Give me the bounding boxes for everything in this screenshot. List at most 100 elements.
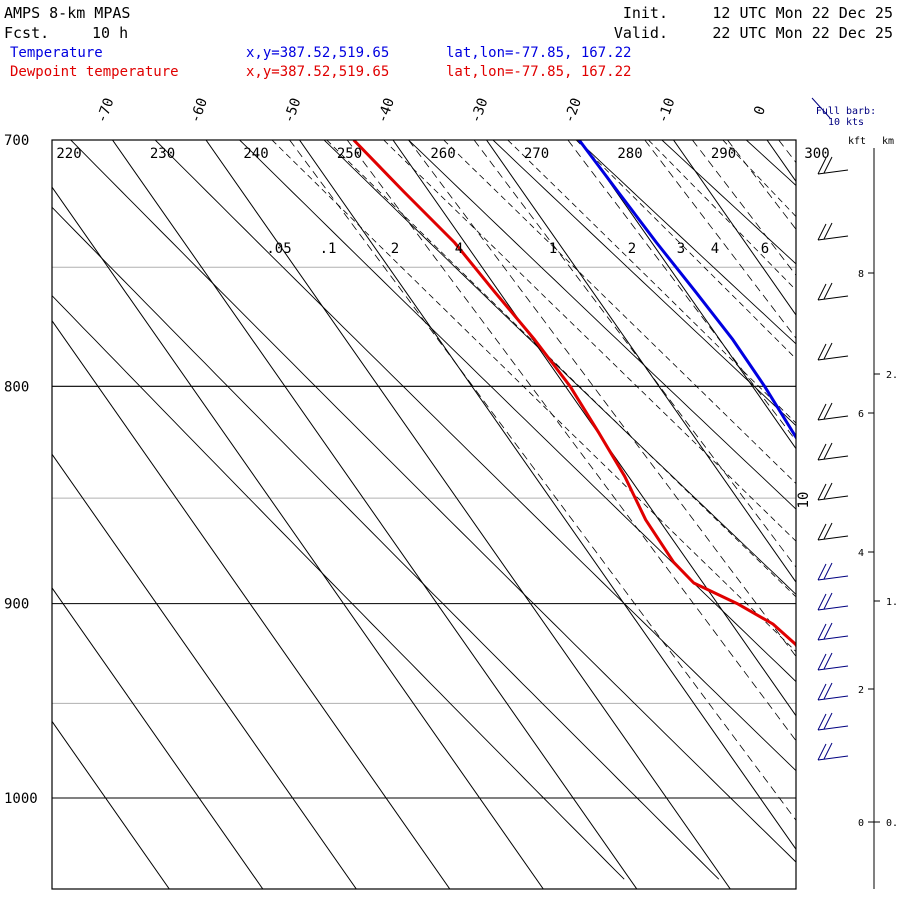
wind-barb-flag bbox=[817, 283, 827, 301]
dry-adiabat-label: 290 bbox=[711, 146, 736, 162]
wind-barb-flag bbox=[817, 343, 827, 361]
mixing-ratio-label: 4 bbox=[711, 241, 719, 257]
wind-barb bbox=[817, 755, 849, 761]
km-tick-label: 2. bbox=[886, 370, 898, 381]
plot-grid bbox=[52, 140, 900, 889]
dry-adiabat bbox=[408, 140, 796, 510]
kft-tick-label: 6 bbox=[858, 409, 864, 420]
isotherm bbox=[205, 140, 731, 889]
legend-temperature-name: Temperature bbox=[10, 45, 103, 61]
mixing-ratio-label: .1 bbox=[320, 241, 337, 257]
dry-adiabat-label: 240 bbox=[243, 146, 268, 162]
wind-barb bbox=[817, 695, 849, 701]
isotherm bbox=[861, 140, 900, 889]
dry-adiabat bbox=[577, 140, 796, 345]
wind-barb-flag bbox=[817, 443, 827, 461]
wind-barb bbox=[817, 725, 849, 731]
barb-key-icon bbox=[811, 97, 831, 119]
mixing-ratio-line bbox=[871, 140, 900, 870]
dry-adiabat bbox=[831, 140, 900, 879]
temperature-trace bbox=[577, 140, 796, 441]
isotherm bbox=[52, 319, 451, 889]
kft-unit-label: kft bbox=[848, 136, 866, 147]
valid-value: 22 UTC Mon 22 Dec 25 bbox=[712, 24, 893, 42]
moist-adiabat bbox=[797, 140, 900, 879]
isotherm bbox=[486, 140, 796, 584]
wind-barb-flag bbox=[817, 743, 827, 761]
pressure-tick-label: 1000 bbox=[4, 791, 38, 807]
mixing-ratio-label: .05 bbox=[266, 241, 291, 257]
mixing-ratio-label: 4 bbox=[455, 241, 463, 257]
wind-barb-flag bbox=[817, 683, 827, 701]
legend-dewpoint-latlon: lat,lon=-77.85, 167.22 bbox=[446, 64, 631, 80]
isotherm-tick-label: -40 bbox=[374, 96, 398, 125]
isotherm-tick-label: 0 bbox=[751, 104, 769, 117]
moist-adiabat bbox=[326, 140, 796, 598]
wind-barb bbox=[817, 295, 849, 301]
wind-barb-flag bbox=[817, 403, 827, 421]
wind-barb bbox=[817, 355, 849, 361]
wind-barb bbox=[817, 665, 849, 671]
isotherm bbox=[392, 140, 796, 717]
isotherm bbox=[579, 140, 796, 450]
wind-barb-flag bbox=[823, 282, 833, 300]
wind-barb bbox=[817, 535, 849, 541]
wind-barb-column bbox=[817, 156, 849, 761]
mixing-ratio-label: 3 bbox=[677, 241, 685, 257]
dry-adiabat-label: 230 bbox=[150, 146, 175, 162]
wind-barb-flag bbox=[823, 622, 833, 640]
isotherm-tick-label: -30 bbox=[468, 96, 492, 125]
isotherm bbox=[52, 453, 357, 889]
mixing-ratio-label: 6 bbox=[761, 241, 769, 257]
mixing-ratio-line bbox=[816, 140, 900, 870]
mixing-ratio-label: 2 bbox=[391, 241, 399, 257]
mixing-ratio-label: 2 bbox=[628, 241, 636, 257]
dry-adiabat bbox=[52, 206, 720, 880]
wind-barb bbox=[817, 575, 849, 581]
dry-adiabat-label: 270 bbox=[524, 146, 549, 162]
wind-barb-flag bbox=[823, 342, 833, 360]
mixing-ratio-line bbox=[408, 140, 796, 658]
dry-adiabat bbox=[745, 140, 796, 187]
isotherm-tick-label: -50 bbox=[281, 96, 305, 125]
wind-barb-flag bbox=[823, 482, 833, 500]
isotherm-tick-label: -10 bbox=[655, 96, 679, 125]
wind-barb-flag bbox=[817, 593, 827, 611]
wind-barb-flag bbox=[823, 712, 833, 730]
kft-tick-label: 2 bbox=[858, 685, 864, 696]
dry-adiabat-label: 260 bbox=[430, 146, 455, 162]
wind-barb-flag bbox=[817, 157, 827, 175]
wind-barb-flag bbox=[817, 563, 827, 581]
kft-tick-label: 8 bbox=[858, 269, 864, 280]
moist-adiabat bbox=[271, 140, 796, 653]
wind-barb bbox=[817, 235, 849, 241]
wind-barb bbox=[817, 495, 849, 501]
pressure-tick-label: 800 bbox=[4, 379, 29, 395]
wind-barb-flag bbox=[823, 522, 833, 540]
isotherm bbox=[112, 140, 638, 889]
isotherm bbox=[52, 586, 264, 889]
moist-adiabat bbox=[648, 140, 796, 291]
wind-barb-flag bbox=[823, 156, 833, 174]
dry-adiabat-label: 280 bbox=[617, 146, 642, 162]
dry-adiabat bbox=[154, 140, 796, 772]
wind-barb bbox=[817, 635, 849, 641]
kft-tick-label: 4 bbox=[858, 548, 864, 559]
wind-barb-flag bbox=[823, 562, 833, 580]
km-tick-label: 0. bbox=[886, 818, 898, 829]
dry-adiabat-label: 300 bbox=[804, 146, 829, 162]
dry-adiabat-label: 220 bbox=[56, 146, 81, 162]
kft-tick-label: 0 bbox=[858, 818, 864, 829]
wind-barb-flag bbox=[823, 222, 833, 240]
dry-adiabat-label: 250 bbox=[337, 146, 362, 162]
extra-moist-label: 10 bbox=[796, 492, 812, 509]
fcst-label: Fcst. bbox=[4, 24, 49, 42]
isotherm-tick-label: -60 bbox=[187, 96, 211, 125]
dewpoint-trace bbox=[352, 140, 796, 648]
km-unit-label: km bbox=[882, 136, 894, 147]
dry-adiabat bbox=[239, 140, 796, 683]
init-value: 12 UTC Mon 22 Dec 25 bbox=[712, 4, 893, 22]
wind-barb bbox=[817, 455, 849, 461]
isotherm-tick-label: -20 bbox=[561, 96, 585, 125]
mixing-ratio-line bbox=[289, 140, 796, 821]
